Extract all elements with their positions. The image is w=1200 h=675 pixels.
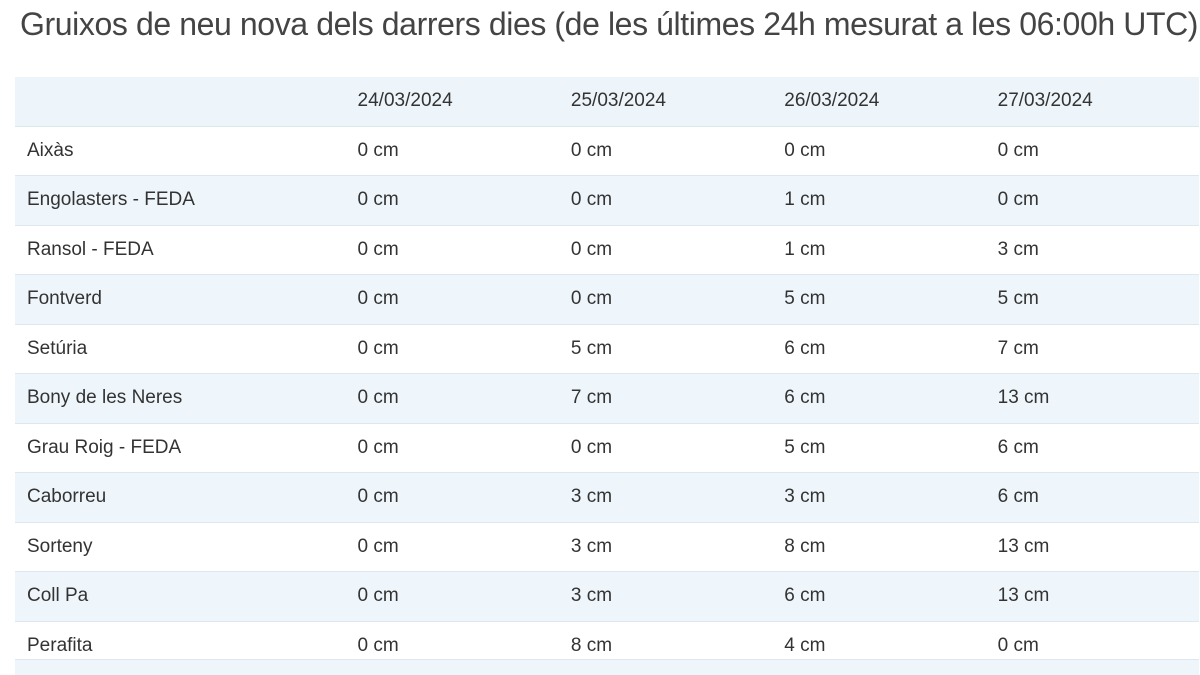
header-station [15, 77, 346, 127]
snow-depth-value: 0 cm [985, 126, 1199, 176]
station-name: Bony de les Neres [15, 373, 346, 424]
snow-depth-value: 0 cm [345, 225, 559, 275]
table-row: Caborreu 0 cm 3 cm 3 cm 6 cm [15, 472, 1199, 523]
snow-depth-value: 13 cm [985, 571, 1199, 622]
snow-depth-value: 0 cm [772, 126, 986, 176]
snow-depth-value: 3 cm [772, 472, 986, 523]
snow-depth-value: 0 cm [558, 126, 773, 176]
table-row: Sorteny 0 cm 3 cm 8 cm 13 cm [15, 522, 1199, 572]
snow-depth-value: 5 cm [772, 274, 986, 325]
snow-depth-value: 6 cm [985, 423, 1199, 473]
snow-depth-value: 1 cm [772, 175, 986, 226]
snow-depth-value: 0 cm [345, 324, 559, 374]
snow-depth-value: 6 cm [772, 571, 986, 622]
table-row: Engolasters - FEDA 0 cm 0 cm 1 cm 0 cm [15, 175, 1199, 226]
table-row: Aixàs 0 cm 0 cm 0 cm 0 cm [15, 126, 1199, 176]
snow-depth-value: 3 cm [558, 472, 773, 523]
station-name: Coll Pa [15, 571, 346, 622]
table-row: Setúria 0 cm 5 cm 6 cm 7 cm [15, 324, 1199, 374]
header-date: 26/03/2024 [772, 77, 986, 127]
table-row: Bony de les Neres 0 cm 7 cm 6 cm 13 cm [15, 373, 1199, 424]
station-name: Aixàs [15, 126, 346, 176]
snow-depth-value: 3 cm [985, 225, 1199, 275]
snow-depth-value: 6 cm [985, 472, 1199, 523]
snow-depth-value: 5 cm [558, 324, 773, 374]
table-row: Fontverd 0 cm 0 cm 5 cm 5 cm [15, 274, 1199, 325]
station-name: Fontverd [15, 274, 346, 325]
snow-depth-value: 0 cm [345, 571, 559, 622]
snow-depth-value: 6 cm [772, 324, 986, 374]
snow-depth-value: 13 cm [985, 522, 1199, 572]
snow-depth-value: 0 cm [558, 423, 773, 473]
snow-depth-value: 0 cm [345, 274, 559, 325]
snow-depth-value: 6 cm [772, 373, 986, 424]
station-name: Grau Roig - FEDA [15, 423, 346, 473]
table-row-partial [15, 659, 1199, 675]
snow-depth-value: 5 cm [985, 274, 1199, 325]
table-row: Grau Roig - FEDA 0 cm 0 cm 5 cm 6 cm [15, 423, 1199, 473]
header-date: 24/03/2024 [345, 77, 559, 127]
station-name: Caborreu [15, 472, 346, 523]
table-row: Coll Pa 0 cm 3 cm 6 cm 13 cm [15, 571, 1199, 622]
table-header-row: 24/03/2024 25/03/2024 26/03/2024 27/03/2… [15, 77, 1199, 127]
snow-depth-value: 0 cm [345, 522, 559, 572]
snow-depth-value: 3 cm [558, 571, 773, 622]
snow-depth-value: 0 cm [345, 423, 559, 473]
header-date: 25/03/2024 [558, 77, 773, 127]
station-name: Sorteny [15, 522, 346, 572]
snow-depth-value: 3 cm [558, 522, 773, 572]
snow-depth-value: 7 cm [985, 324, 1199, 374]
page-title: Gruixos de neu nova dels darrers dies (d… [20, 6, 1199, 42]
snow-depth-value: 8 cm [772, 522, 986, 572]
snow-depth-value: 0 cm [345, 126, 559, 176]
snow-depth-value: 5 cm [772, 423, 986, 473]
station-name: Engolasters - FEDA [15, 175, 346, 226]
snow-depth-value: 13 cm [985, 373, 1199, 424]
snow-depth-value: 0 cm [345, 175, 559, 226]
snow-depth-value: 1 cm [772, 225, 986, 275]
snow-depth-table: 24/03/2024 25/03/2024 26/03/2024 27/03/2… [15, 77, 1199, 671]
table-row: Ransol - FEDA 0 cm 0 cm 1 cm 3 cm [15, 225, 1199, 275]
snow-depth-value: 0 cm [558, 225, 773, 275]
snow-depth-value: 0 cm [345, 472, 559, 523]
station-name: Setúria [15, 324, 346, 374]
header-date: 27/03/2024 [985, 77, 1199, 127]
snow-depth-value: 0 cm [558, 274, 773, 325]
snow-depth-value: 0 cm [985, 175, 1199, 226]
snow-depth-value: 0 cm [558, 175, 773, 226]
snow-depth-value: 7 cm [558, 373, 773, 424]
snow-depth-value: 0 cm [345, 373, 559, 424]
station-name: Ransol - FEDA [15, 225, 346, 275]
